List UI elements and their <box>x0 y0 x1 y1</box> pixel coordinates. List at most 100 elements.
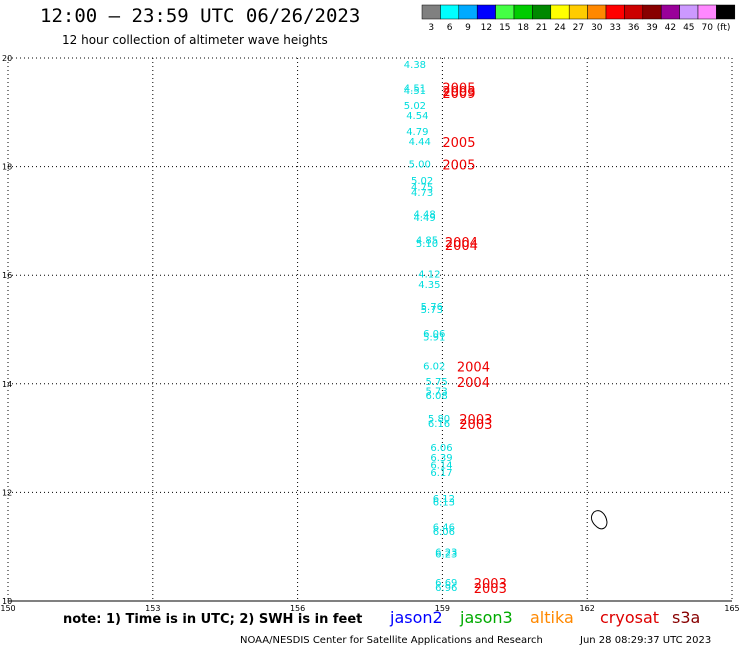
footer-note: note: 1) Time is in UTC; 2) SWH is in fe… <box>63 612 363 627</box>
island-outline <box>590 510 608 530</box>
axis-ticks: 150 153 156 159 162 165 20 18 16 14 12 10 <box>0 54 739 613</box>
colorbar-tick-label: 39 <box>646 23 658 33</box>
wave-height-label: 5.02 <box>411 176 433 187</box>
wave-height-label: 6.96 <box>435 583 457 594</box>
lat-tick-label: 12 <box>2 488 12 497</box>
lon-tick-label: 150 <box>0 604 15 613</box>
colorbar-tick-label: 36 <box>628 23 640 33</box>
colorbar-swatch <box>716 4 736 20</box>
colorbar-tick-label: 70 <box>701 23 713 33</box>
colorbar-tick-label: 3 <box>428 23 434 33</box>
wave-height-label: 4.73 <box>411 188 433 199</box>
time-label: 2004 <box>445 239 478 254</box>
colorbar-swatch <box>458 4 478 20</box>
wave-height-label: 4.51 <box>404 86 426 97</box>
time-label: 2009 <box>442 87 475 102</box>
time-label: 2003 <box>474 582 507 597</box>
colorbar-tick-label: 21 <box>536 23 547 33</box>
colorbar-tick-label: 33 <box>609 23 620 33</box>
lat-tick-label: 10 <box>2 597 12 606</box>
legend-s3a: s3a <box>672 608 701 627</box>
wave-height-label: 6.02 <box>423 362 445 373</box>
colorbar-swatch <box>642 4 662 20</box>
wave-height-label: 4.35 <box>418 280 440 291</box>
wave-height-label: 4.54 <box>406 111 428 122</box>
wave-height-label: 5.91 <box>423 332 445 343</box>
map-title: 12:00 – 23:59 UTC 06/26/2023 <box>40 5 361 27</box>
wave-height-label: 6.06 <box>430 443 452 454</box>
wave-height-label: 5.76 <box>421 302 443 313</box>
wave-height-label: 4.79 <box>406 127 428 138</box>
wave-height-label: 4.12 <box>418 269 440 280</box>
colorbar-swatch <box>679 4 699 20</box>
colorbar-tick-label: 45 <box>683 23 694 33</box>
lat-tick-label: 16 <box>2 271 12 280</box>
colorbar-swatch <box>421 4 441 20</box>
wave-height-label: 6.46 <box>433 522 455 533</box>
wave-height-label: 6.23 <box>435 550 457 561</box>
colorbar-swatch <box>440 4 460 20</box>
colorbar-unit: (ft) <box>717 23 731 33</box>
time-label: 2005 <box>442 159 475 174</box>
wave-height-label: 6.39 <box>430 453 452 464</box>
wave-height-label: 6.06 <box>433 527 455 538</box>
lat-tick-label: 18 <box>2 163 12 172</box>
wave-height-label: 5.80 <box>428 414 450 425</box>
colorbar-tick-label: 24 <box>554 23 566 33</box>
colorbar-tick-label: 9 <box>465 23 471 33</box>
lon-tick-label: 156 <box>290 604 305 613</box>
wave-height-label: 5.10 <box>416 239 438 250</box>
time-label: 2003 <box>459 418 492 433</box>
colorbar-swatch <box>532 4 552 20</box>
colorbar-tick-label: 6 <box>447 23 453 33</box>
lat-tick-label: 14 <box>2 380 12 389</box>
colorbar-tick-label: 27 <box>573 23 584 33</box>
generated-timestamp: Jun 28 08:29:37 UTC 2023 <box>580 635 712 646</box>
map-subtitle: 12 hour collection of altimeter wave hei… <box>62 33 328 47</box>
time-labels: 2005200520092005200520042004200420042003… <box>442 82 506 598</box>
wave-height-label: 5.73 <box>421 305 443 316</box>
time-label: 2003 <box>474 577 507 592</box>
colorbar-tick-label: 12 <box>481 23 492 33</box>
wave-height-label: 4.51 <box>404 84 426 95</box>
colorbar-swatch <box>587 4 607 20</box>
time-label: 2003 <box>459 413 492 428</box>
time-label: 2004 <box>445 236 478 251</box>
colorbar-tick-label: 15 <box>499 23 510 33</box>
colorbar-swatch <box>624 4 644 20</box>
wave-height-label: 6.14 <box>430 461 452 472</box>
wave-height-label: 4.75 <box>411 182 433 193</box>
wave-height-label: 5.00 <box>409 160 431 171</box>
wave-height-label: 6.06 <box>423 329 445 340</box>
wave-height-label: 5.73 <box>426 387 448 398</box>
colorbar-swatch <box>660 4 680 20</box>
time-label: 2005 <box>442 136 475 151</box>
colorbar-swatch <box>605 4 625 20</box>
legend-altika: altika <box>530 608 574 627</box>
colorbar-swatch <box>568 4 588 20</box>
legend-jason2: jason2 <box>390 608 443 627</box>
colorbar-swatch <box>513 4 533 20</box>
colorbar-legend: 3 6 9 12 15 18 21 24 27 30 33 36 39 42 45 70 (ft) <box>421 4 736 33</box>
credit-text: NOAA/NESDIS Center for Satellite Applica… <box>240 635 543 646</box>
time-label: 2005 <box>442 82 475 97</box>
lon-tick-label: 162 <box>580 604 595 613</box>
wave-height-label: 4.38 <box>404 60 426 71</box>
lat-tick-label: 20 <box>2 54 12 63</box>
wave-height-label: 6.13 <box>433 497 455 508</box>
map-grid <box>7 57 733 602</box>
lon-tick-label: 153 <box>145 604 160 613</box>
colorbar-swatch <box>495 4 515 20</box>
colorbar-tick-label: 42 <box>665 23 676 33</box>
colorbar-swatch <box>697 4 717 20</box>
time-label: 2004 <box>457 376 490 391</box>
time-label: 2004 <box>457 361 490 376</box>
wave-height-label: 4.85 <box>416 236 438 247</box>
colorbar-tick-label: 30 <box>591 23 603 33</box>
wave-height-label: 6.16 <box>428 419 450 430</box>
legend-cryosat: cryosat <box>600 608 660 627</box>
wave-height-label: 4.44 <box>409 137 431 148</box>
wave-height-label: 4.48 <box>413 210 435 221</box>
wave-height-label: 6.69 <box>435 578 457 589</box>
